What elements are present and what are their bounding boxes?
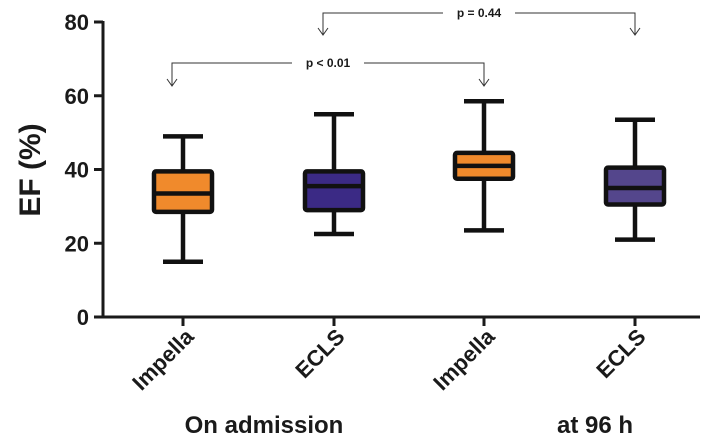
bracket-right — [364, 62, 485, 86]
p-value-label: p < 0.01 — [306, 56, 351, 70]
box-1 — [151, 134, 215, 264]
y-tick-label: 80 — [65, 10, 89, 35]
arrow-down-icon — [317, 27, 329, 36]
y-tick-label: 0 — [77, 305, 89, 330]
comparison-bracket-2: p = 0.44 — [317, 6, 641, 36]
comparison-bracket-1: p < 0.01 — [166, 56, 490, 87]
x-group-label: at 96 h — [557, 412, 633, 439]
arrow-down-icon — [166, 78, 178, 87]
box-4 — [603, 117, 667, 242]
x-category-label: Impella — [428, 323, 500, 395]
box-series — [151, 99, 667, 264]
box-2 — [302, 111, 366, 237]
x-category-label: ECLS — [591, 324, 650, 383]
p-value-label: p = 0.44 — [457, 6, 502, 20]
bracket-left — [171, 62, 292, 86]
y-axis-label: EF (%) — [14, 123, 47, 216]
bracket-left — [322, 12, 443, 35]
box-3 — [452, 99, 516, 233]
iqr-box — [302, 169, 366, 213]
arrow-down-icon — [478, 78, 490, 87]
x-group-label: On admission — [185, 412, 344, 439]
y-tick-label: 60 — [65, 84, 89, 109]
y-tick-label: 20 — [65, 231, 89, 256]
significance-brackets: p < 0.01 p = 0.44 — [166, 6, 641, 87]
x-category-label: Impella — [127, 323, 199, 395]
y-tick-label: 40 — [65, 158, 89, 183]
arrow-down-icon — [629, 27, 641, 36]
x-category-label: ECLS — [290, 324, 349, 383]
bracket-right — [515, 12, 636, 35]
axes: 0 20 40 60 80 Impella ECLS Impella ECLS On admiss… — [65, 10, 700, 439]
